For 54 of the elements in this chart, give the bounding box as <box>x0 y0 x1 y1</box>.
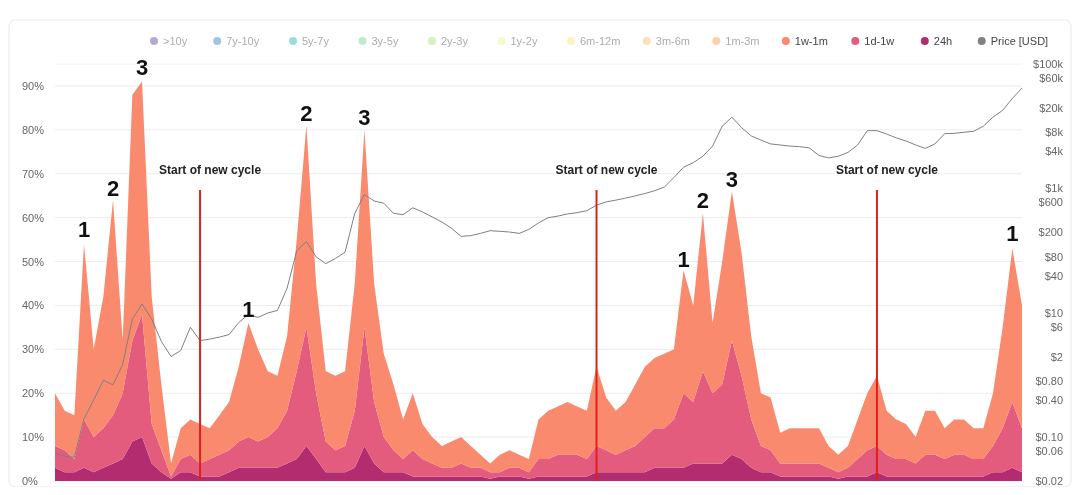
y-tick-label: 30% <box>22 343 45 356</box>
legend-label: >10y <box>163 35 188 47</box>
y2-tick-label: $8k <box>1045 126 1064 139</box>
y2-tick-label: $0.80 <box>1035 375 1063 388</box>
annotation: 3 <box>135 54 149 80</box>
annotation: 1 <box>677 246 690 272</box>
annotation: 3 <box>725 167 739 193</box>
legend-label: Price [USD] <box>990 35 1049 47</box>
annotation: 1 <box>1006 221 1019 247</box>
y2-tick-label: $0.10 <box>1035 431 1063 444</box>
y2-tick-label: $80 <box>1044 250 1063 263</box>
legend-label: 24h <box>933 35 953 47</box>
annotation: 2 <box>300 100 313 126</box>
legend-label: 1d-1w <box>864 35 895 47</box>
y-tick-label: 40% <box>22 299 45 312</box>
y2-tick-label: $4k <box>1045 145 1064 158</box>
y-tick-label: 50% <box>22 255 45 268</box>
annotation: Start of new cycle <box>555 163 658 177</box>
y2-tick-label: $2 <box>1050 350 1063 363</box>
legend-label: 3m-6m <box>655 35 691 47</box>
y-tick-label: 10% <box>22 431 45 444</box>
y2-tick-label: $200 <box>1038 226 1063 239</box>
annotation: 1 <box>77 217 91 243</box>
y2-tick-label: $600 <box>1038 196 1063 209</box>
y2-tick-label: $20k <box>1039 101 1064 114</box>
y-tick-label: 20% <box>22 387 45 400</box>
annotation: Start of new cycle <box>835 163 939 177</box>
y2-tick-label: $40 <box>1044 269 1063 282</box>
y2-tick-label: $1k <box>1045 182 1064 195</box>
legend-label: 6m-12m <box>580 35 621 47</box>
legend-label: 1m-3m <box>725 35 760 47</box>
legend-label: 7y-10y <box>226 35 260 47</box>
y2-tick-label: $100k <box>1033 58 1064 70</box>
y-tick-label: 90% <box>22 79 45 92</box>
y-tick-label: 60% <box>22 211 45 224</box>
y2-tick-label: $60k <box>1039 71 1064 84</box>
y-tick-label: 0% <box>22 475 39 487</box>
y-tick-label: 70% <box>22 167 45 180</box>
legend-label: 3y-5y <box>371 35 399 47</box>
legend-label: 2y-3y <box>441 35 469 47</box>
y2-tick-label: $10 <box>1044 306 1063 319</box>
legend-label: 5y-7y <box>302 35 330 47</box>
y2-tick-label: $0.06 <box>1035 445 1063 458</box>
annotation: 3 <box>358 104 371 130</box>
y2-tick-label: $6 <box>1050 320 1063 333</box>
legend-label: 1w-1m <box>794 35 828 47</box>
y2-tick-label: $0.40 <box>1035 394 1063 407</box>
annotation: 1 <box>242 296 255 322</box>
y2-tick-label: $0.02 <box>1035 475 1063 487</box>
annotation: 2 <box>106 175 120 201</box>
y-tick-label: 80% <box>22 123 45 136</box>
annotation: Start of new cycle <box>159 163 262 177</box>
legend-label: 1y-2y <box>510 35 538 47</box>
annotation: 2 <box>696 188 710 214</box>
